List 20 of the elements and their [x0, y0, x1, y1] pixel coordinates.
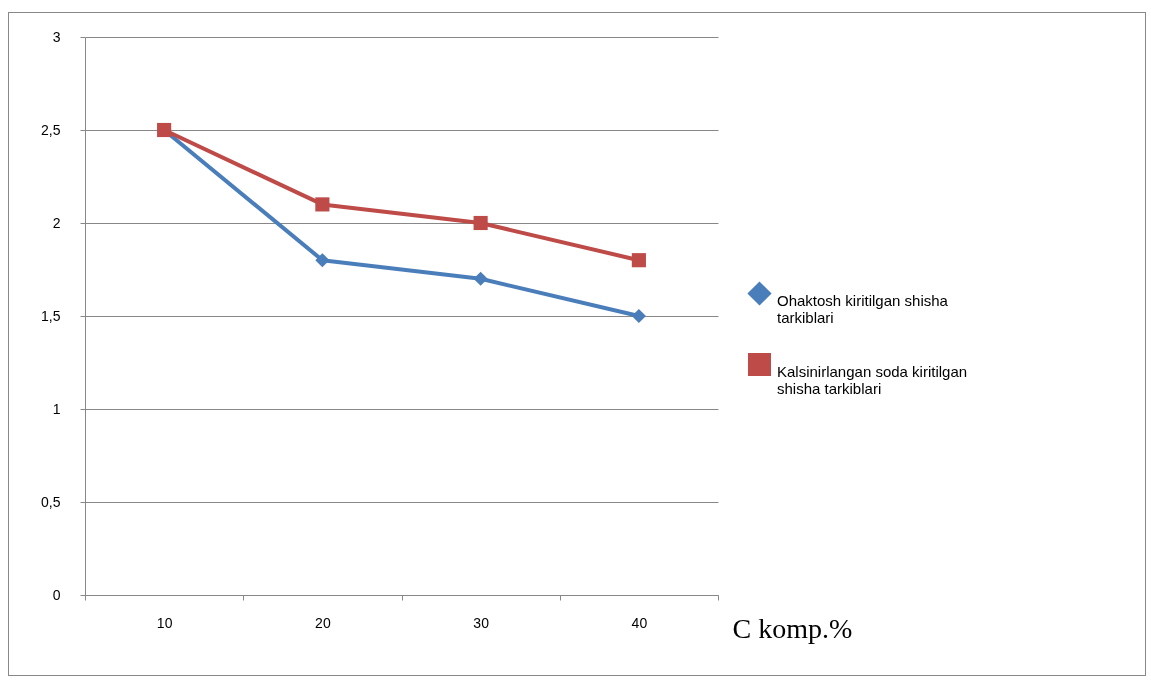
y-tick-label: 1,5	[41, 307, 61, 324]
point	[473, 215, 488, 231]
x-tick-label: 40	[631, 614, 648, 631]
legend-label: Kalsinirlangan soda kiritilgan shisha tarkiblari	[777, 362, 968, 397]
point	[315, 253, 330, 268]
x-tick-label: 30	[473, 614, 490, 631]
point	[315, 197, 330, 212]
x-axis-title: C komp.%	[732, 612, 853, 644]
x-tick-label: 10	[156, 614, 173, 631]
y-tick-label: 3	[52, 28, 61, 45]
point	[473, 271, 488, 286]
y-tick-label: 2,5	[41, 121, 61, 138]
y-tick-label: 0,5	[41, 493, 61, 510]
y-tick-label: 1	[52, 400, 61, 417]
y-tick-label: 0	[52, 586, 61, 603]
x-tick-label: 20	[315, 614, 331, 631]
legend-label: Ohaktosh kiritilgan shisha tarkiblari	[777, 291, 949, 326]
y-tick-label: 2	[52, 214, 61, 231]
point	[631, 308, 646, 324]
point	[631, 253, 646, 268]
